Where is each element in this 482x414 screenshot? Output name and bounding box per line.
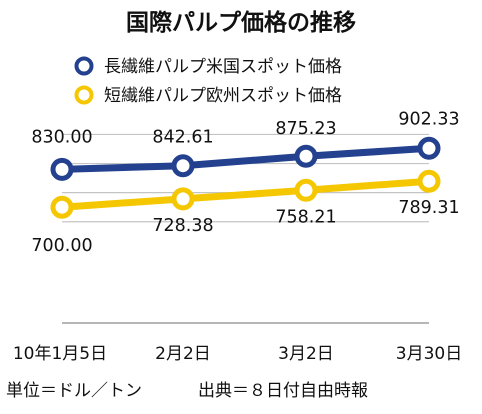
series-1-data-label-3: 875.23 bbox=[275, 119, 336, 139]
series-2-line bbox=[58, 177, 433, 211]
legend: 長繊維パルプ米国スポット価格 短繊維パルプ欧州スポット価格 bbox=[74, 56, 342, 106]
series-1-point-2 bbox=[171, 154, 195, 178]
series-1-line bbox=[58, 144, 433, 173]
x-tick-label-2: 2月2日 bbox=[155, 344, 211, 364]
series-2-data-label-4: 789.31 bbox=[398, 198, 459, 218]
legend-label-series-2: 短繊維パルプ欧州スポット価格 bbox=[104, 86, 342, 106]
legend-label-series-1: 長繊維パルプ米国スポット価格 bbox=[104, 57, 342, 77]
series-1-data-label-2: 842.61 bbox=[152, 128, 213, 148]
series-1-data-label-4: 902.33 bbox=[398, 109, 459, 129]
x-tick-label-3: 3月2日 bbox=[278, 344, 334, 364]
series-1-point-4 bbox=[417, 136, 441, 160]
series-1-data-label-1: 830.00 bbox=[31, 127, 92, 147]
data-labels: 830.00 842.61 875.23 902.33 700.00 728.38 758.… bbox=[31, 109, 459, 256]
series-1-point-3 bbox=[294, 144, 318, 168]
x-tick-label-1: 10年1月5日 bbox=[13, 344, 107, 364]
series-2-data-label-2: 728.38 bbox=[152, 216, 213, 236]
series-2-data-label-3: 758.21 bbox=[275, 207, 336, 227]
series-lines bbox=[58, 144, 433, 211]
series-2-point-1 bbox=[50, 195, 74, 219]
legend-marker-series-1 bbox=[74, 56, 94, 76]
legend-marker-series-2 bbox=[74, 85, 94, 105]
unit-note: 単位＝ドル／トン bbox=[6, 381, 142, 401]
series-2-data-label-1: 700.00 bbox=[31, 236, 92, 256]
series-2-point-3 bbox=[294, 178, 318, 202]
series-points bbox=[50, 136, 441, 219]
chart-title: 国際パルプ価格の推移 bbox=[126, 9, 356, 36]
series-1-point-1 bbox=[50, 157, 74, 181]
series-2-point-4 bbox=[417, 169, 441, 193]
series-2-point-2 bbox=[171, 187, 195, 211]
x-tick-label-4: 3月30日 bbox=[396, 344, 462, 364]
x-axis-ticks: 10年1月5日 2月2日 3月2日 3月30日 bbox=[13, 344, 462, 364]
source-note: 出典＝８日付自由時報 bbox=[198, 381, 368, 401]
